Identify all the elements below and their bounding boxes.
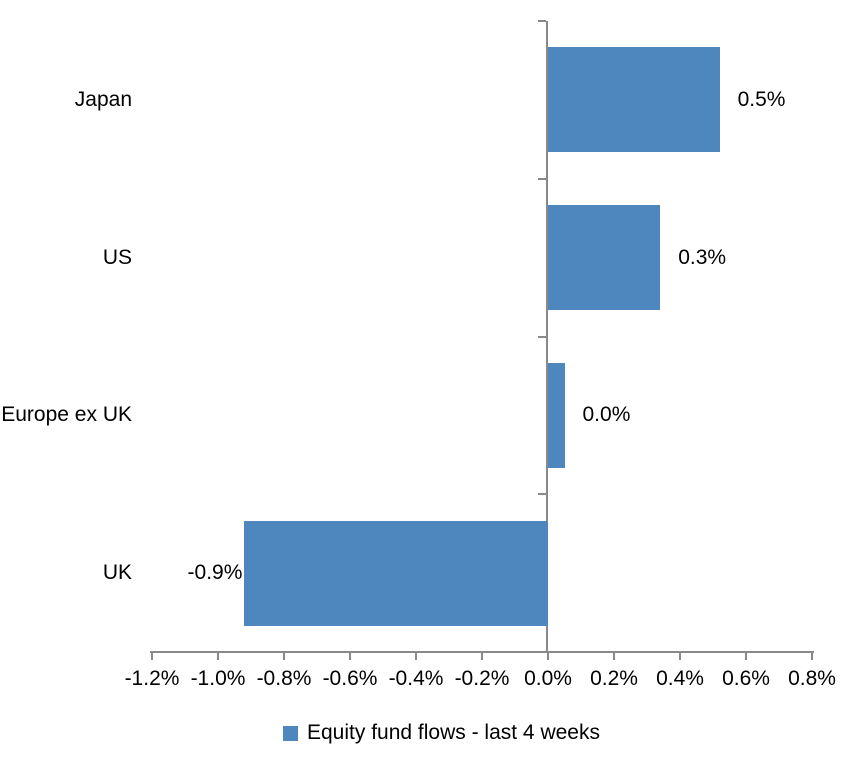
- y-axis-tick: [538, 651, 546, 653]
- x-axis-tick: [679, 653, 681, 660]
- x-axis-tick-label: -0.4%: [388, 667, 444, 690]
- y-axis-zero-line: [546, 21, 548, 653]
- data-label: -0.9%: [187, 561, 243, 585]
- x-axis-tick: [547, 653, 549, 660]
- x-axis-tick-label: 0.0%: [524, 667, 572, 690]
- bar-us: [548, 205, 661, 311]
- x-axis-tick: [217, 653, 219, 660]
- category-label: UK: [102, 561, 132, 585]
- y-axis-tick: [538, 493, 546, 496]
- bar-uk: [244, 520, 548, 626]
- legend: Equity fund flows - last 4 weeks: [283, 719, 600, 747]
- category-label: US: [102, 245, 132, 269]
- x-axis-tick-label: -0.6%: [322, 667, 378, 690]
- data-label: 0.0%: [582, 403, 631, 427]
- x-axis-tick: [415, 653, 417, 660]
- x-axis-tick-label: 0.6%: [722, 667, 770, 690]
- legend-label: Equity fund flows - last 4 weeks: [307, 721, 600, 744]
- x-axis-tick: [745, 653, 747, 660]
- y-axis-tick: [538, 335, 546, 338]
- category-label: Japan: [74, 87, 132, 111]
- x-axis-tick-label: -1.0%: [190, 667, 246, 690]
- x-axis-tick: [283, 653, 285, 660]
- y-axis-tick: [538, 177, 546, 180]
- x-axis-tick: [613, 653, 615, 660]
- y-axis-tick: [538, 20, 546, 22]
- x-axis-tick: [151, 653, 153, 660]
- x-axis-tick-label: 0.2%: [590, 667, 638, 690]
- x-axis-tick-label: 0.8%: [788, 667, 836, 690]
- x-axis-tick: [349, 653, 351, 660]
- legend-swatch-icon: [283, 725, 298, 741]
- bar-europe-ex-uk: [548, 362, 565, 468]
- category-label: Europe ex UK: [1, 403, 132, 427]
- data-label: 0.3%: [678, 245, 727, 269]
- x-axis-tick-label: 0.4%: [656, 667, 704, 690]
- x-axis-tick: [481, 653, 483, 660]
- x-axis-line: [150, 651, 814, 653]
- data-label: 0.5%: [737, 87, 786, 111]
- x-axis-tick: [811, 653, 813, 660]
- x-axis-tick-label: -0.8%: [256, 667, 312, 690]
- x-axis-tick-label: -1.2%: [124, 667, 180, 690]
- bar-japan: [548, 47, 720, 153]
- x-axis-tick-label: -0.2%: [454, 667, 510, 690]
